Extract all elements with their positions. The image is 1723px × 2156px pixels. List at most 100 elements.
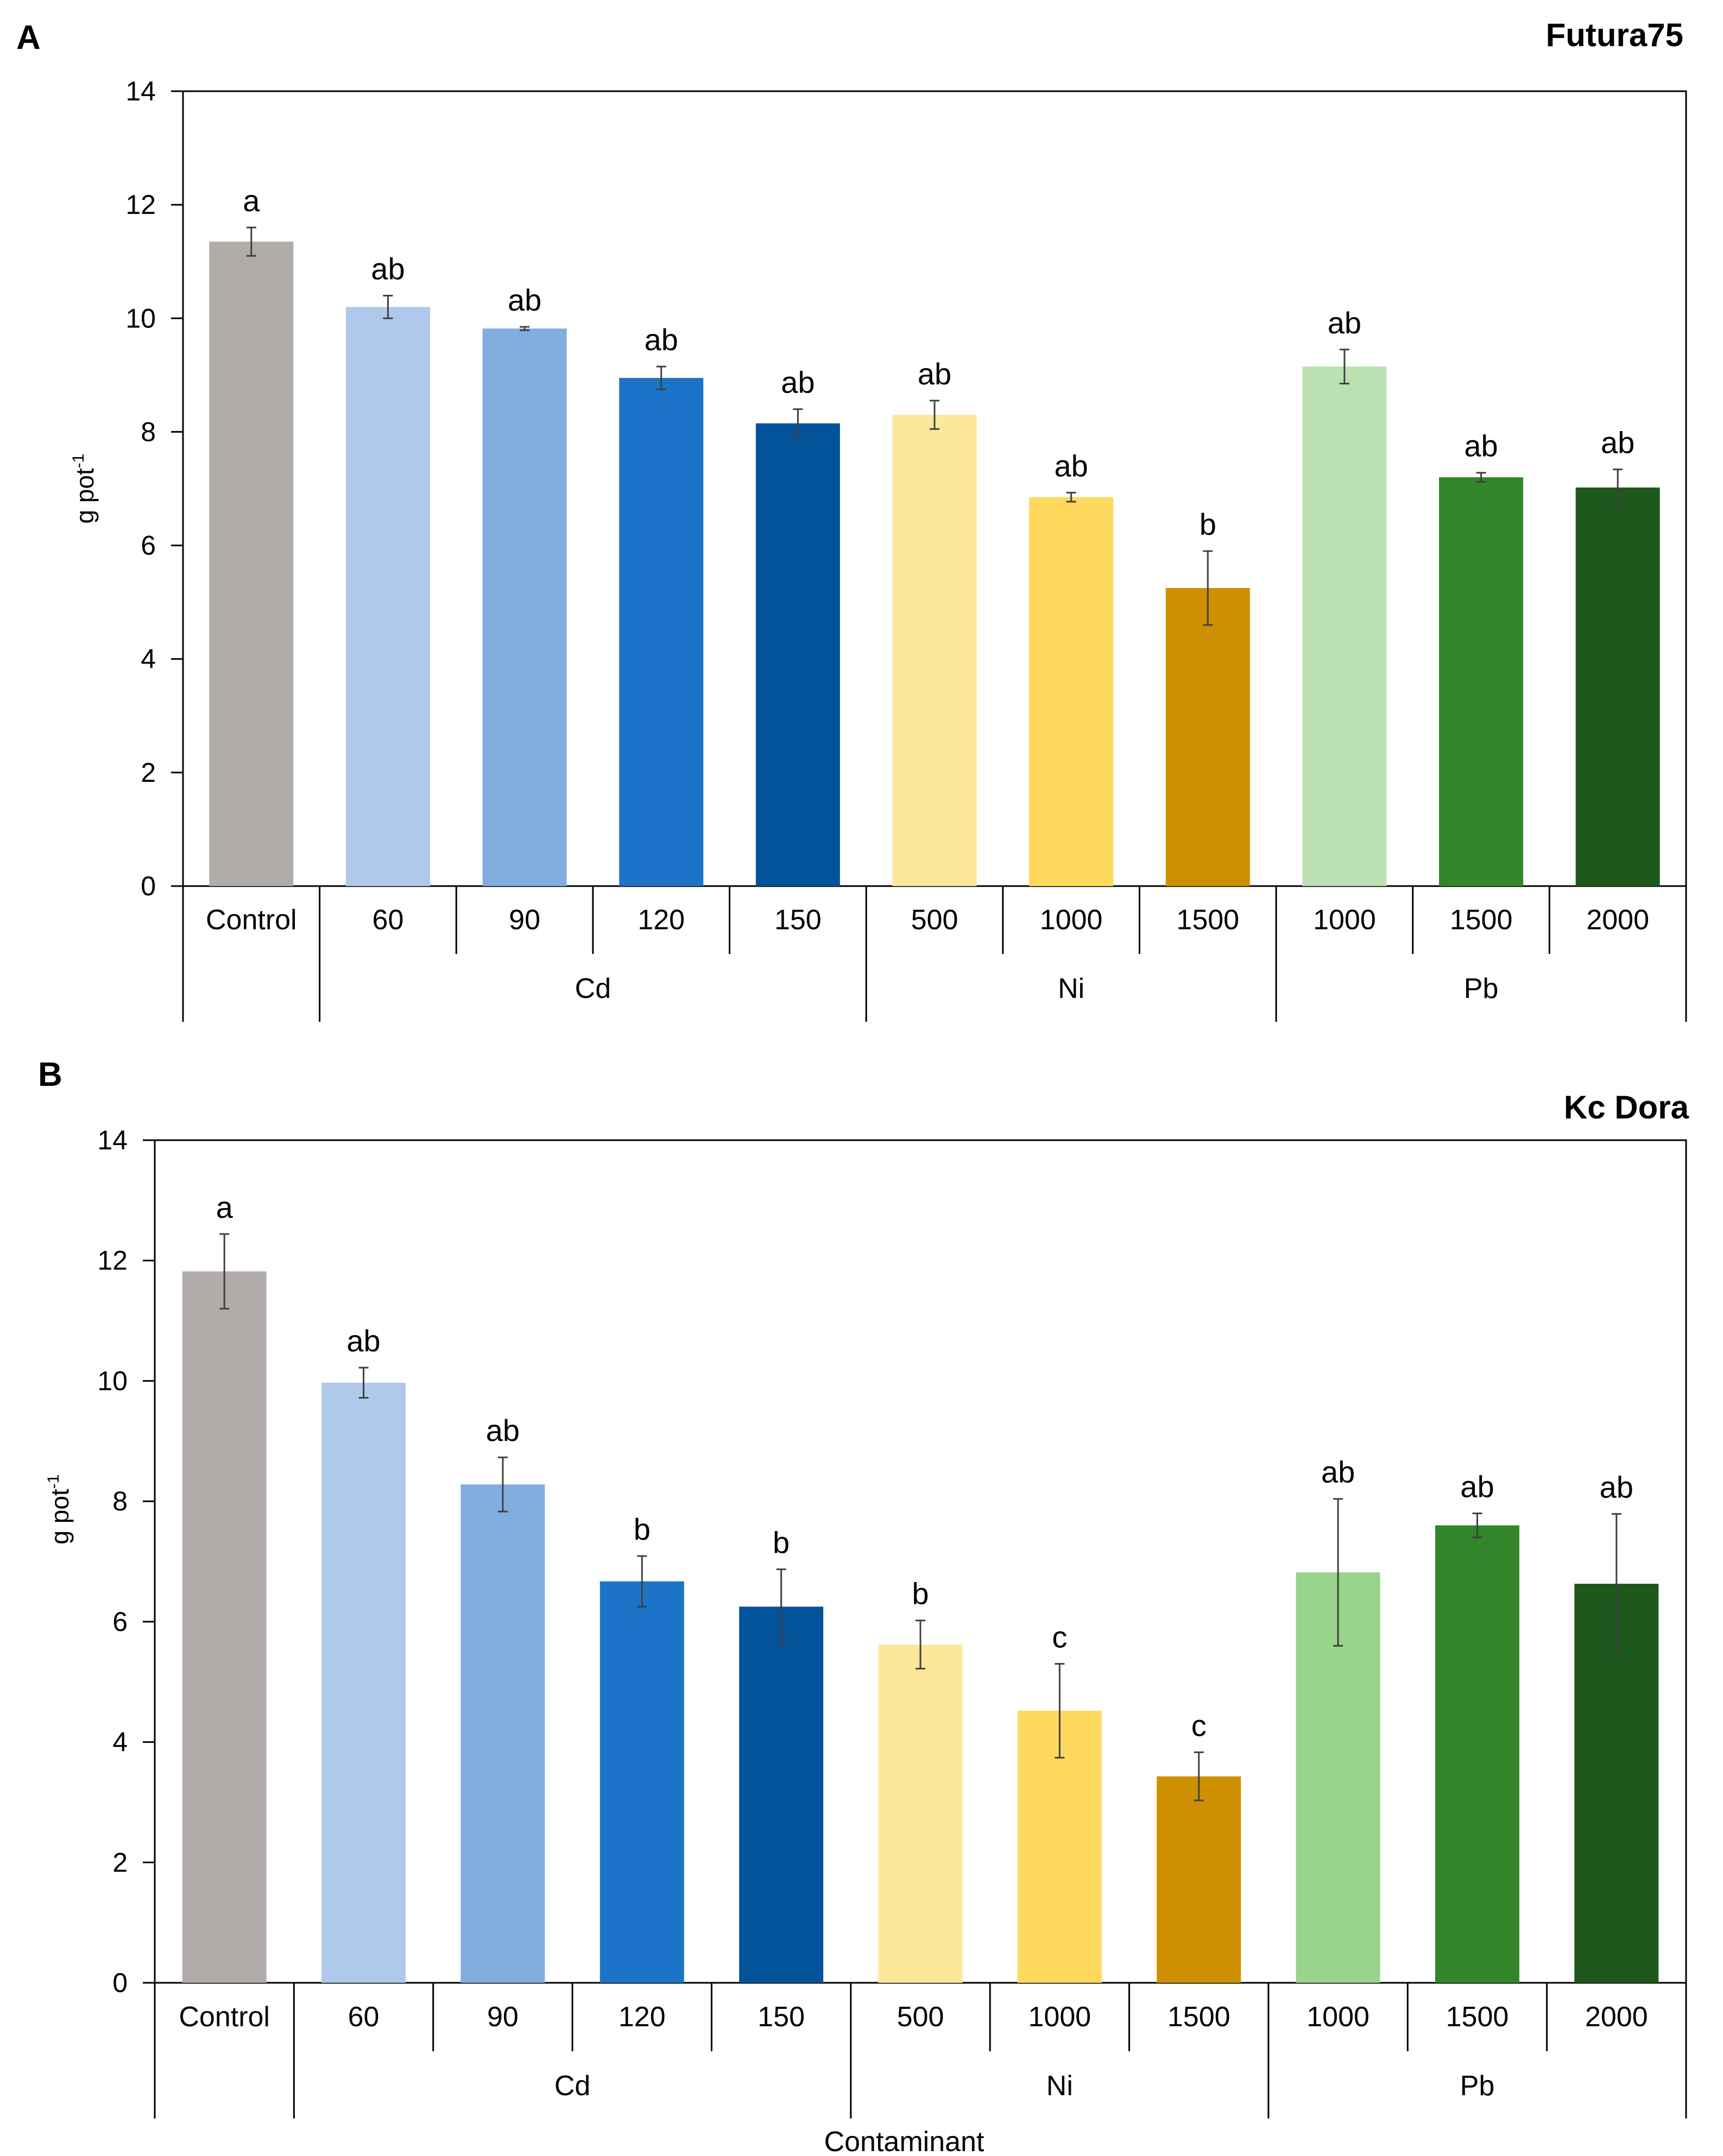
- significance-label-10: ab: [1464, 429, 1498, 463]
- bar-5: [739, 1607, 824, 1983]
- error-bar-7: [1066, 491, 1076, 503]
- significance-label-9: ab: [1321, 1455, 1355, 1489]
- significance-label-10: ab: [1460, 1469, 1494, 1503]
- group-label-ni: Ni: [1058, 973, 1084, 1004]
- category-label-4: 120: [618, 2001, 666, 2033]
- category-label-2: 60: [348, 2001, 380, 2033]
- group-label-cd: Cd: [554, 2070, 590, 2102]
- significance-label-4: b: [634, 1512, 651, 1546]
- y-tick-label: 10: [97, 1365, 128, 1396]
- panel-label: A: [16, 19, 41, 56]
- error-bar-6: [916, 1620, 925, 1670]
- error-bar-7: [1055, 1662, 1065, 1759]
- significance-label-4: ab: [645, 323, 678, 357]
- group-label-pb: Pb: [1464, 973, 1499, 1004]
- category-label-10: 1500: [1446, 2001, 1509, 2033]
- bar-2: [345, 307, 430, 887]
- category-label-10: 1500: [1450, 905, 1513, 936]
- significance-label-11: ab: [1600, 1470, 1633, 1504]
- group-label-pb: Pb: [1460, 2070, 1495, 2102]
- significance-label-8: c: [1191, 1708, 1207, 1742]
- error-bar-8: [1194, 1751, 1204, 1801]
- error-bar-4: [656, 365, 666, 390]
- bar-4: [599, 1581, 684, 1983]
- y-tick-label: 2: [112, 1847, 128, 1877]
- category-label-9: 1000: [1307, 2001, 1369, 2033]
- significance-label-6: b: [912, 1577, 929, 1611]
- category-label-5: 150: [774, 905, 822, 936]
- error-bar-2: [383, 294, 393, 319]
- significance-label-9: ab: [1328, 306, 1361, 340]
- significance-label-6: ab: [918, 357, 951, 391]
- category-label-8: 1500: [1167, 2001, 1230, 2033]
- y-tick-label: 14: [125, 76, 156, 106]
- y-tick-label: 4: [141, 644, 156, 674]
- bar-9: [1302, 366, 1387, 886]
- error-bar-8: [1203, 550, 1213, 626]
- significance-label-3: ab: [508, 283, 541, 317]
- bar-3: [482, 328, 567, 886]
- bar-11: [1575, 487, 1660, 886]
- error-bar-3: [497, 1456, 508, 1513]
- significance-label-1: a: [216, 1190, 233, 1224]
- y-tick-label: 6: [141, 530, 156, 561]
- category-label-4: 120: [638, 905, 685, 936]
- error-bar-4: [637, 1555, 647, 1608]
- chart-title: Kc Dora: [1564, 1089, 1689, 1126]
- error-bar-5: [793, 408, 803, 439]
- bar-10: [1435, 1525, 1519, 1983]
- significance-label-5: ab: [781, 365, 815, 400]
- significance-label-11: ab: [1601, 425, 1634, 459]
- significance-label-8: b: [1200, 507, 1216, 541]
- y-tick-label: 0: [112, 1968, 128, 1998]
- category-label-6: 500: [911, 905, 958, 936]
- x-axis-label: Contaminant: [824, 2126, 984, 2156]
- significance-label-7: ab: [1054, 448, 1088, 483]
- y-axis-label: g pot-1: [45, 1475, 74, 1545]
- category-label-1: Control: [179, 2001, 270, 2033]
- category-label-8: 1500: [1176, 905, 1239, 936]
- significance-label-3: ab: [486, 1413, 520, 1447]
- category-label-11: 2000: [1585, 2001, 1648, 2033]
- category-label-7: 1000: [1028, 2001, 1091, 2033]
- bar-7: [1029, 497, 1114, 886]
- y-tick-label: 0: [141, 871, 156, 901]
- y-tick-label: 8: [141, 416, 156, 447]
- category-label-9: 1000: [1313, 905, 1376, 936]
- error-bar-9: [1339, 349, 1349, 385]
- y-tick-label: 6: [112, 1607, 128, 1637]
- error-bar-9: [1333, 1498, 1343, 1647]
- category-label-7: 1000: [1040, 905, 1103, 936]
- category-label-6: 500: [897, 2001, 944, 2033]
- category-label-1: Control: [206, 905, 297, 936]
- y-tick-label: 14: [97, 1125, 128, 1155]
- bar-8: [1165, 588, 1250, 886]
- bar-1: [209, 242, 294, 887]
- significance-label-7: c: [1052, 1620, 1067, 1654]
- category-label-2: 60: [373, 905, 404, 936]
- y-tick-label: 2: [141, 757, 156, 788]
- error-bar-10: [1472, 1512, 1482, 1539]
- error-bar-10: [1476, 472, 1486, 483]
- y-tick-label: 10: [125, 303, 156, 333]
- y-tick-label: 8: [112, 1486, 128, 1516]
- category-label-5: 150: [758, 2001, 805, 2033]
- error-bar-3: [520, 326, 530, 331]
- bar-3: [460, 1484, 545, 1983]
- bar-6: [892, 415, 977, 886]
- y-tick-label: 12: [97, 1245, 128, 1276]
- bar-8: [1157, 1776, 1241, 1983]
- error-bar-11: [1613, 468, 1623, 507]
- category-label-3: 90: [509, 905, 540, 936]
- chart-title: Futura75: [1546, 17, 1683, 53]
- error-bar-1: [219, 1233, 230, 1310]
- group-label-ni: Ni: [1046, 2070, 1073, 2102]
- significance-label-1: a: [243, 184, 260, 218]
- bar-1: [182, 1271, 267, 1983]
- category-label-3: 90: [487, 2001, 519, 2033]
- bar-5: [755, 423, 840, 886]
- error-bar-5: [776, 1568, 786, 1645]
- bar-10: [1439, 477, 1524, 886]
- panel-label: B: [38, 1056, 62, 1093]
